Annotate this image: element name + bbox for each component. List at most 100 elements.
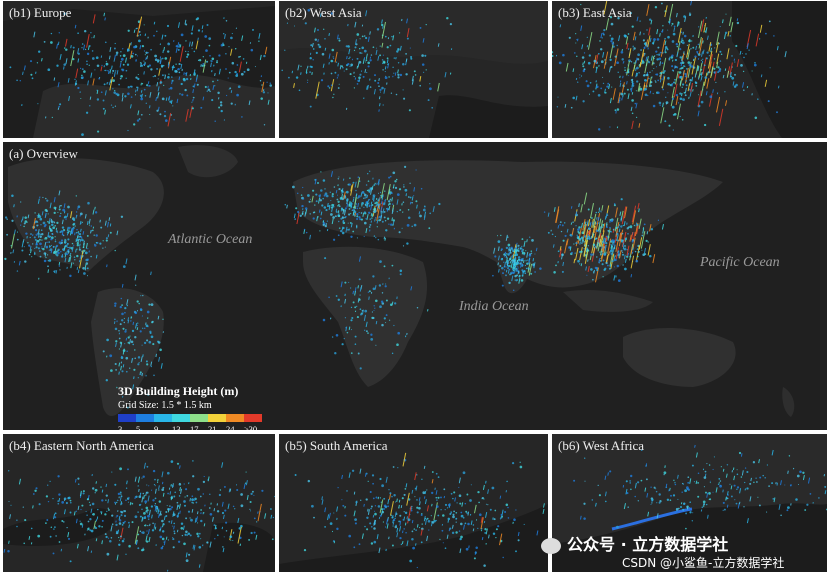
building-dot (762, 474, 764, 477)
building-dot (649, 84, 652, 88)
building-dot (600, 60, 604, 64)
building-dot (384, 190, 386, 192)
building-spike (587, 259, 589, 262)
building-dot (507, 243, 511, 247)
building-spike (75, 214, 78, 219)
building-dot (620, 50, 624, 54)
building-dot (43, 259, 47, 263)
building-dot (607, 82, 610, 85)
building-dot (610, 252, 614, 255)
building-spike (221, 462, 224, 468)
building-dot (499, 265, 502, 267)
building-dot (146, 540, 149, 543)
building-dot (67, 249, 69, 252)
building-spike (384, 237, 386, 241)
building-dot (107, 507, 110, 509)
building-dot (399, 32, 401, 34)
building-dot (688, 506, 691, 509)
building-spike (590, 203, 594, 219)
building-dot (713, 456, 715, 458)
building-dot (177, 67, 180, 71)
building-dot (105, 239, 108, 242)
building-dot (50, 238, 53, 241)
building-dot (145, 51, 148, 55)
building-spike (582, 62, 584, 66)
building-dot (124, 343, 126, 345)
building-spike (673, 27, 676, 32)
building-dot (135, 284, 137, 286)
building-dot (324, 526, 326, 528)
building-spike (77, 58, 80, 63)
density-india-overview (492, 234, 542, 291)
building-dot (106, 552, 110, 556)
building-dot (441, 529, 444, 532)
building-dot (139, 308, 143, 311)
building-dot (50, 220, 54, 224)
building-dot (81, 239, 84, 242)
building-spike (339, 64, 342, 70)
building-dot (455, 511, 458, 514)
building-spike (22, 71, 24, 76)
building-spike (619, 250, 622, 259)
building-dot (606, 235, 609, 238)
building-spike (75, 68, 79, 79)
building-spike (335, 189, 338, 194)
building-spike (689, 91, 692, 97)
building-spike (526, 251, 529, 258)
building-dot (113, 91, 116, 94)
building-dot (159, 81, 163, 84)
building-dot (352, 230, 355, 233)
building-spike (597, 218, 602, 232)
building-dot (378, 284, 382, 287)
building-spike (378, 109, 380, 112)
building-dot (655, 488, 657, 490)
building-dot (671, 83, 673, 85)
building-dot (143, 88, 146, 91)
building-spike (163, 46, 165, 51)
building-dot (214, 120, 216, 123)
building-spike (649, 90, 652, 94)
building-dot (374, 512, 377, 516)
building-dot (587, 245, 589, 247)
building-dot (735, 83, 738, 87)
building-dot (235, 74, 239, 77)
building-dot (208, 44, 211, 47)
building-dot (773, 35, 775, 37)
building-dot (664, 51, 667, 54)
building-dot (506, 480, 508, 483)
building-spike (358, 256, 361, 262)
building-dot (176, 501, 179, 504)
building-dot (525, 267, 528, 270)
building-dot (635, 90, 637, 92)
building-spike (630, 87, 632, 91)
building-spike (132, 384, 135, 390)
building-dot (80, 97, 82, 100)
building-spike (222, 547, 225, 553)
building-dot (421, 527, 424, 531)
building-dot (52, 497, 54, 500)
building-dot (631, 112, 634, 115)
building-dot (586, 36, 588, 38)
building-spike (645, 39, 649, 46)
building-spike (13, 229, 16, 235)
building-dot (63, 63, 66, 66)
building-dot (161, 57, 164, 60)
building-dot (193, 50, 196, 53)
building-spike (359, 468, 362, 474)
map-west-africa (552, 434, 827, 572)
building-spike (95, 254, 98, 259)
building-spike (341, 474, 343, 480)
building-dot (86, 529, 88, 531)
building-dot (77, 477, 80, 480)
building-spike (318, 197, 321, 204)
building-dot (258, 40, 260, 42)
building-dot (629, 225, 633, 228)
building-dot (36, 224, 39, 227)
building-dot (320, 189, 323, 192)
building-dot (465, 510, 468, 513)
building-dot (79, 520, 81, 522)
building-dot (192, 85, 195, 88)
building-dot (261, 489, 264, 492)
building-dot (138, 30, 141, 33)
building-spike (156, 507, 158, 513)
